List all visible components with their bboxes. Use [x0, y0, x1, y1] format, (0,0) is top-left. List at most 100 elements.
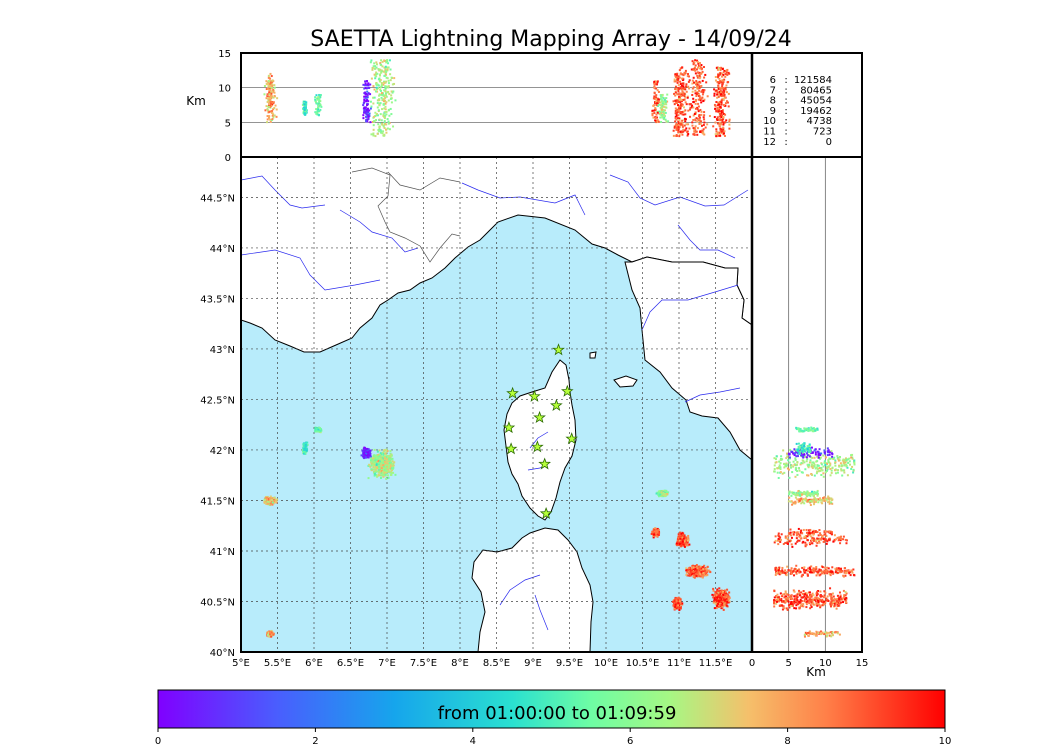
- map-point: [369, 459, 372, 462]
- map-point: [377, 462, 380, 465]
- top-point: [700, 68, 703, 71]
- map-point: [269, 497, 272, 500]
- top-point: [383, 81, 386, 84]
- right-point: [811, 467, 814, 470]
- map-point: [362, 456, 365, 459]
- top-point: [362, 83, 365, 86]
- right-point: [801, 498, 804, 501]
- top-point: [376, 132, 379, 135]
- map-point: [265, 499, 268, 502]
- top-point: [276, 97, 279, 100]
- top-point: [699, 81, 702, 84]
- map-point: [696, 567, 699, 570]
- right-point: [815, 466, 818, 469]
- map-point: [681, 540, 684, 543]
- top-point: [718, 121, 721, 124]
- right-point: [810, 426, 813, 429]
- right-point: [842, 459, 845, 462]
- right-point: [794, 496, 797, 499]
- right-altitude-panel: [752, 157, 862, 652]
- top-point: [653, 112, 656, 115]
- top-point: [387, 122, 390, 125]
- map-point: [663, 494, 666, 497]
- top-point: [380, 119, 383, 122]
- map-point: [306, 443, 309, 446]
- map-point: [694, 566, 697, 569]
- top-point: [675, 88, 678, 91]
- map-point: [722, 608, 725, 611]
- top-point: [697, 62, 700, 65]
- top-point: [386, 127, 389, 130]
- right-point: [827, 466, 830, 469]
- top-point: [720, 119, 723, 122]
- map-point: [363, 448, 366, 451]
- right-point: [800, 502, 803, 505]
- top-point: [373, 119, 376, 122]
- map-point: [267, 500, 270, 503]
- top-point: [275, 115, 278, 118]
- map-point: [373, 448, 376, 451]
- map-point: [383, 465, 386, 468]
- top-point: [684, 109, 687, 112]
- border-line: [351, 167, 461, 263]
- map-point: [318, 430, 321, 433]
- right-point: [832, 634, 835, 637]
- top-point: [702, 100, 705, 103]
- top-point: [386, 59, 389, 62]
- top-point: [687, 85, 690, 88]
- top-point: [703, 133, 706, 136]
- right-point: [841, 474, 844, 477]
- top-point: [722, 71, 725, 74]
- map-point: [672, 599, 675, 602]
- right-point: [799, 450, 802, 453]
- right-point: [804, 633, 807, 636]
- top-point: [685, 90, 688, 93]
- top-point: [674, 88, 677, 91]
- top-point: [683, 87, 686, 90]
- top-point: [376, 83, 379, 86]
- map-point: [303, 451, 306, 454]
- map-point: [387, 476, 390, 479]
- top-point: [363, 108, 366, 111]
- top-point: [365, 112, 368, 115]
- top-point: [267, 109, 270, 112]
- top-point: [372, 85, 375, 88]
- top-point: [659, 95, 662, 98]
- right-point: [804, 450, 807, 453]
- top-point: [381, 132, 384, 135]
- top-point: [652, 104, 655, 107]
- right-point: [810, 500, 813, 503]
- right-point: [802, 446, 805, 449]
- top-point: [389, 97, 392, 100]
- right-point: [814, 500, 817, 503]
- map-point: [374, 474, 377, 477]
- right-point: [790, 500, 793, 503]
- top-point: [378, 126, 381, 129]
- top-point: [724, 121, 727, 124]
- top-point: [269, 72, 272, 75]
- top-point: [365, 87, 368, 90]
- top-point: [723, 104, 726, 107]
- top-point: [369, 107, 372, 110]
- map-point: [303, 445, 306, 448]
- top-point: [699, 64, 702, 67]
- map-point: [685, 567, 688, 570]
- top-point: [273, 107, 276, 110]
- right-point: [799, 445, 802, 448]
- top-point: [272, 88, 275, 91]
- right-point: [813, 501, 816, 504]
- map-point: [384, 467, 387, 470]
- top-point: [723, 90, 726, 93]
- map-point: [672, 600, 675, 603]
- map-point: [385, 471, 388, 474]
- right-point: [821, 631, 824, 634]
- top-point: [702, 66, 705, 69]
- top-point: [268, 99, 271, 102]
- top-point: [682, 94, 685, 97]
- right-point: [853, 461, 856, 464]
- top-point: [363, 106, 366, 109]
- top-point: [364, 92, 367, 95]
- map-point: [305, 449, 308, 452]
- map-point: [700, 571, 703, 574]
- right-point: [803, 445, 806, 448]
